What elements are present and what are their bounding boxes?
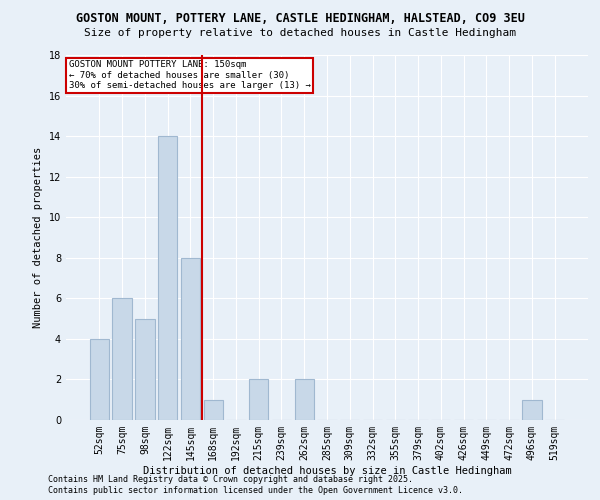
Text: GOSTON MOUNT, POTTERY LANE, CASTLE HEDINGHAM, HALSTEAD, CO9 3EU: GOSTON MOUNT, POTTERY LANE, CASTLE HEDIN… [76,12,524,26]
Text: Contains public sector information licensed under the Open Government Licence v3: Contains public sector information licen… [48,486,463,495]
Bar [158,136,178,420]
Text: GOSTON MOUNT POTTERY LANE: 150sqm
← 70% of detached houses are smaller (30)
30% : GOSTON MOUNT POTTERY LANE: 150sqm ← 70% … [68,60,310,90]
X-axis label: Distribution of detached houses by size in Castle Hedingham: Distribution of detached houses by size … [143,466,511,475]
Bar [181,258,200,420]
Text: Contains HM Land Registry data © Crown copyright and database right 2025.: Contains HM Land Registry data © Crown c… [48,475,413,484]
Bar [112,298,132,420]
Bar [295,380,314,420]
Bar [249,380,268,420]
Bar [522,400,542,420]
Bar [90,339,109,420]
Y-axis label: Number of detached properties: Number of detached properties [33,147,43,328]
Bar [203,400,223,420]
Text: Size of property relative to detached houses in Castle Hedingham: Size of property relative to detached ho… [84,28,516,38]
Bar [135,318,155,420]
